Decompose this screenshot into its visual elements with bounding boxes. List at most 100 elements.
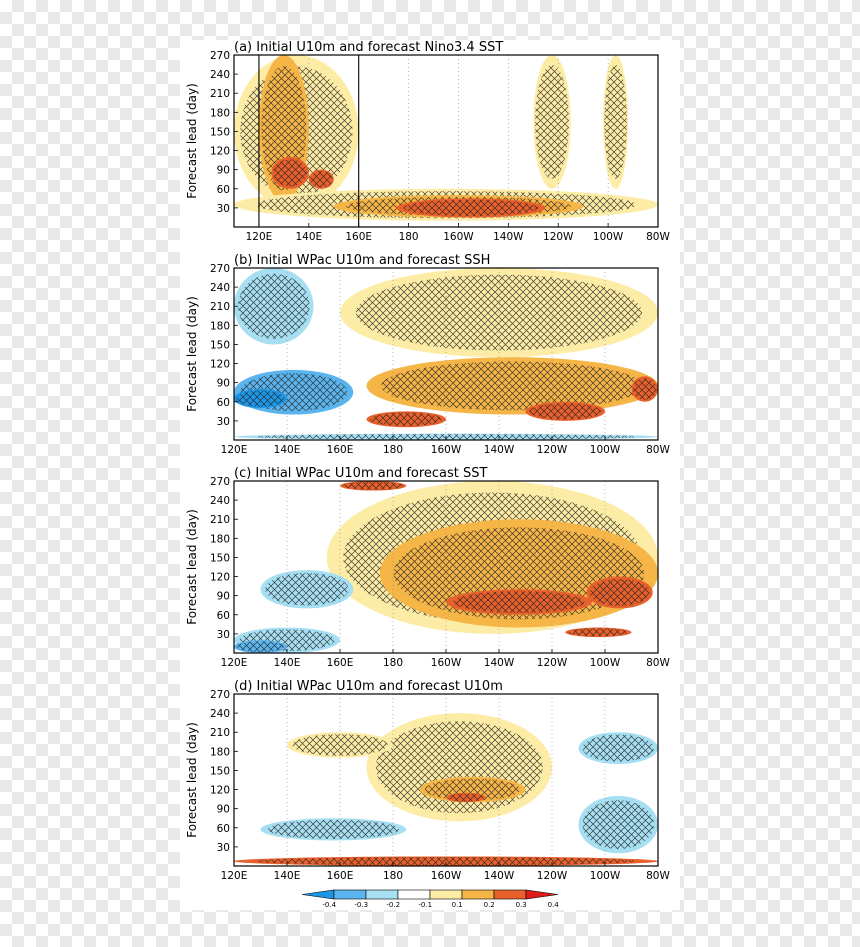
y-tick-label: 150	[210, 339, 230, 351]
panel-d: 30 60 90 120 150 180 210 240 270 120E 140E 160E 180 1…	[185, 679, 670, 882]
significance-hatching	[236, 641, 285, 653]
y-tick-label: 90	[217, 378, 230, 390]
colorbar-segment	[301, 889, 335, 900]
x-tick-label: 140E	[274, 444, 301, 456]
significance-hatching	[310, 171, 333, 188]
y-tick-label: 240	[210, 69, 230, 81]
panel-b: 30 60 90 120 150 180 210 240 270 120E 140E 160E 180 1…	[185, 253, 670, 456]
y-tick-label: 240	[210, 282, 230, 294]
significance-hatching	[237, 273, 310, 339]
colorbar-segment	[429, 889, 463, 900]
y-tick-label: 210	[210, 301, 230, 313]
x-tick-label: 80W	[646, 657, 670, 669]
significance-hatching	[273, 159, 307, 187]
significance-hatching	[292, 734, 388, 756]
y-tick-label: 90	[217, 165, 230, 177]
x-tick-label: 120E	[246, 231, 273, 243]
field-layer	[234, 694, 658, 866]
panel-a: 30 60 90 120 150 180 210 240 270 120E 140E 160E 180 1…	[185, 40, 670, 243]
x-tick-label: 160E	[327, 444, 354, 456]
significance-hatching	[403, 199, 539, 217]
field-layer	[234, 55, 658, 227]
x-tick-label: 140E	[274, 870, 301, 882]
colorbar-label: -0.2	[386, 901, 400, 909]
y-tick-label: 150	[210, 126, 230, 138]
y-axis-label: Forecast lead (day)	[185, 296, 199, 412]
panel-c: 30 60 90 120 150 180 210 240 270 120E 140E 160E 180 1…	[185, 466, 670, 669]
y-tick-label: 60	[217, 823, 230, 835]
panel-title: (b) Initial WPac U10m and forecast SSH	[234, 253, 490, 268]
figure-sheet: 30 60 90 120 150 180 210 240 270 120E 140E 160E 180 1…	[180, 40, 680, 910]
x-tick-label: 80W	[646, 231, 670, 243]
x-tick-label: 160W	[431, 870, 462, 882]
y-tick-label: 30	[217, 203, 230, 215]
colorbar-label: -0.4	[322, 901, 336, 909]
y-tick-label: 120	[210, 146, 230, 158]
x-tick-label: 120W	[543, 231, 574, 243]
significance-hatching	[381, 361, 644, 411]
colorbar: -0.4 -0.3 -0.2 -0.1 0.1 0.2 0.3 0.4	[301, 889, 560, 909]
y-tick-label: 150	[210, 765, 230, 777]
y-tick-label: 210	[210, 88, 230, 100]
y-tick-label: 60	[217, 184, 230, 196]
y-tick-label: 30	[217, 629, 230, 641]
x-tick-label: 120E	[221, 657, 248, 669]
field-layer	[234, 268, 658, 440]
significance-hatching	[343, 481, 403, 490]
colorbar-label: -0.1	[418, 901, 432, 909]
y-tick-label: 270	[210, 263, 230, 275]
x-tick-label: 160E	[327, 870, 354, 882]
x-tick-label: 100W	[590, 870, 621, 882]
y-axis-label: Forecast lead (day)	[185, 722, 199, 838]
x-tick-label: 120W	[537, 870, 568, 882]
significance-hatching	[589, 578, 650, 607]
colorbar-segment	[461, 889, 495, 900]
y-tick-label: 60	[217, 610, 230, 622]
significance-hatching	[632, 378, 657, 400]
significance-hatching	[582, 734, 655, 762]
significance-hatching	[267, 819, 399, 839]
x-tick-label: 180	[383, 870, 403, 882]
significance-hatching	[370, 412, 443, 427]
y-tick-label: 90	[217, 804, 230, 816]
significance-hatching	[265, 573, 349, 606]
x-tick-label: 160E	[345, 231, 372, 243]
x-tick-label: 120E	[221, 444, 248, 456]
figure-svg: 30 60 90 120 150 180 210 240 270 120E 140E 160E 180 1…	[185, 40, 670, 909]
colorbar-label: 0.4	[548, 901, 560, 909]
significance-hatching	[236, 390, 285, 407]
x-tick-label: 140W	[484, 444, 515, 456]
significance-hatching	[255, 857, 637, 866]
colorbar-label: 0.3	[516, 901, 527, 909]
y-tick-label: 90	[217, 591, 230, 603]
x-tick-label: 180	[399, 231, 419, 243]
x-tick-label: 140E	[274, 657, 301, 669]
x-tick-label: 140W	[493, 231, 524, 243]
x-tick-label: 100W	[593, 231, 624, 243]
colorbar-segment	[493, 889, 527, 900]
significance-hatching	[453, 591, 585, 613]
y-tick-label: 180	[210, 746, 230, 758]
x-tick-label: 160W	[431, 444, 462, 456]
significance-hatching	[447, 793, 484, 802]
x-tick-label: 100W	[590, 444, 621, 456]
colorbar-segment	[333, 889, 367, 900]
x-tick-label: 140E	[295, 231, 322, 243]
colorbar-label: -0.3	[354, 901, 368, 909]
y-tick-label: 180	[210, 533, 230, 545]
x-tick-label: 120W	[537, 444, 568, 456]
y-tick-label: 210	[210, 727, 230, 739]
y-tick-label: 240	[210, 708, 230, 720]
x-tick-label: 120E	[221, 870, 248, 882]
significance-hatching	[529, 403, 602, 420]
x-tick-label: 140W	[484, 870, 515, 882]
field-layer	[234, 481, 658, 653]
significance-hatching	[582, 800, 655, 849]
x-tick-label: 180	[383, 657, 403, 669]
y-tick-label: 240	[210, 495, 230, 507]
y-tick-label: 180	[210, 107, 230, 119]
colorbar-segment	[365, 889, 399, 900]
colorbar-label: 0.2	[484, 901, 495, 909]
x-tick-label: 140W	[484, 657, 515, 669]
x-tick-label: 80W	[646, 444, 670, 456]
